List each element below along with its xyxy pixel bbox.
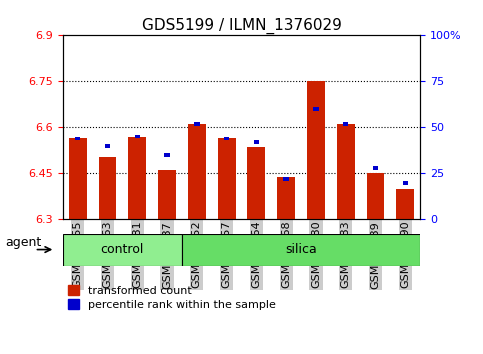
Bar [313,107,319,111]
Legend: transformed count, percentile rank within the sample: transformed count, percentile rank withi… [69,285,276,310]
Bar [75,137,80,140]
Bar [277,177,295,219]
Bar [128,137,146,219]
Bar [158,170,176,219]
Bar [307,81,325,219]
Bar [105,144,110,148]
Bar [254,140,259,144]
Bar [397,189,414,219]
Bar [182,234,420,266]
Bar [224,137,229,140]
Bar [69,138,86,219]
Bar [373,166,378,170]
Bar [367,173,384,219]
Text: control: control [100,243,144,256]
Bar [194,122,199,126]
Text: silica: silica [285,243,317,256]
Bar [135,135,140,138]
Bar [63,234,182,266]
Bar [343,122,348,126]
Bar [247,147,265,219]
Bar [99,156,116,219]
Title: GDS5199 / ILMN_1376029: GDS5199 / ILMN_1376029 [142,18,341,34]
Bar [164,153,170,157]
Bar [284,177,289,181]
Bar [337,124,355,219]
Bar [403,181,408,184]
Bar [218,138,236,219]
Bar [188,124,206,219]
Text: agent: agent [5,236,41,249]
